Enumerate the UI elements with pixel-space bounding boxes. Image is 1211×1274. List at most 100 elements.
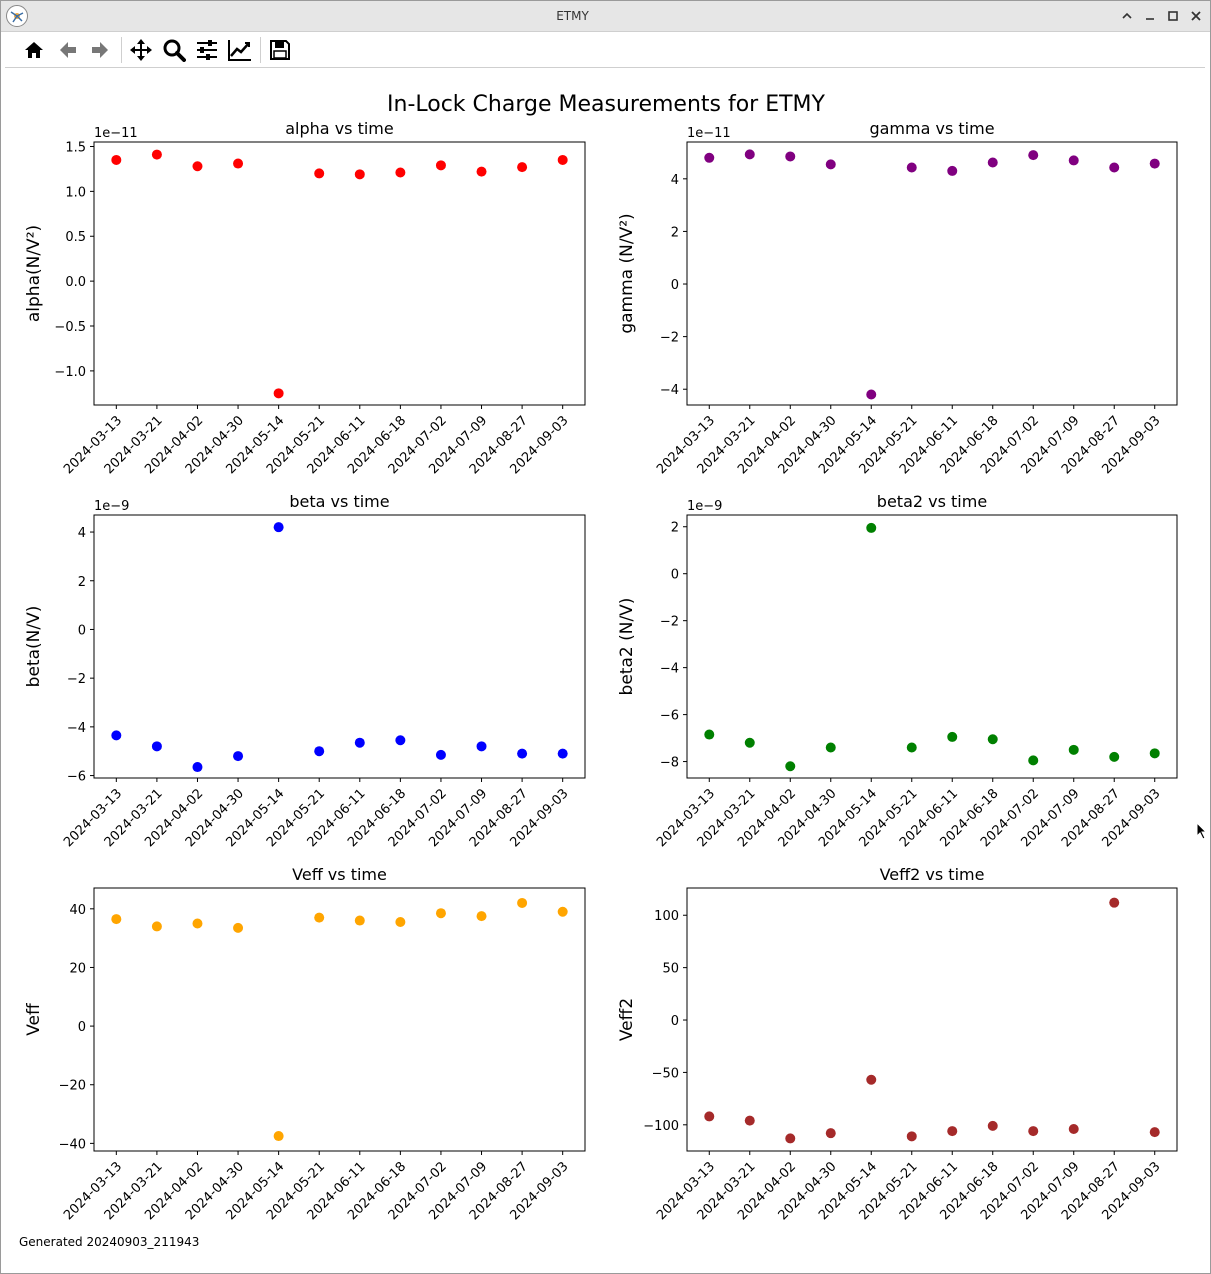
data-point[interactable] bbox=[785, 761, 796, 772]
data-point[interactable] bbox=[233, 158, 244, 169]
data-point[interactable] bbox=[517, 897, 528, 908]
data-point[interactable] bbox=[1068, 155, 1079, 166]
forward-icon[interactable] bbox=[85, 35, 115, 65]
data-point[interactable] bbox=[1109, 897, 1120, 908]
zoom-icon[interactable] bbox=[159, 35, 189, 65]
close-window-icon[interactable] bbox=[1186, 6, 1206, 26]
data-point[interactable] bbox=[354, 915, 365, 926]
data-point[interactable] bbox=[1068, 744, 1079, 755]
data-point[interactable] bbox=[825, 1128, 836, 1139]
data-point[interactable] bbox=[1149, 748, 1160, 759]
data-point[interactable] bbox=[273, 388, 284, 399]
data-point[interactable] bbox=[704, 1111, 715, 1122]
edit-axis-icon[interactable] bbox=[225, 35, 255, 65]
data-point[interactable] bbox=[273, 1131, 284, 1142]
data-point[interactable] bbox=[906, 1131, 917, 1142]
data-point[interactable] bbox=[517, 162, 528, 173]
data-point[interactable] bbox=[395, 917, 406, 928]
data-point[interactable] bbox=[1109, 751, 1120, 762]
data-point[interactable] bbox=[866, 522, 877, 533]
data-point[interactable] bbox=[395, 167, 406, 178]
data-point[interactable] bbox=[314, 168, 325, 179]
home-icon[interactable] bbox=[19, 35, 49, 65]
data-point[interactable] bbox=[744, 737, 755, 748]
data-point[interactable] bbox=[435, 908, 446, 919]
data-point[interactable] bbox=[785, 1133, 796, 1144]
plot-area[interactable] bbox=[93, 514, 586, 779]
data-point[interactable] bbox=[947, 731, 958, 742]
maximize-window-icon[interactable] bbox=[1163, 6, 1183, 26]
y-axis-label: Veff bbox=[24, 1002, 44, 1036]
data-point[interactable] bbox=[785, 151, 796, 162]
data-point[interactable] bbox=[987, 1120, 998, 1131]
axis-offset-text: 1e−9 bbox=[94, 499, 129, 514]
data-point[interactable] bbox=[744, 1115, 755, 1126]
subplot-title: Veff vs time bbox=[292, 865, 387, 884]
data-point[interactable] bbox=[517, 748, 528, 759]
data-point[interactable] bbox=[1149, 158, 1160, 169]
data-point[interactable] bbox=[1068, 1123, 1079, 1134]
data-point[interactable] bbox=[947, 1126, 958, 1137]
data-point[interactable] bbox=[111, 914, 122, 925]
data-point[interactable] bbox=[111, 154, 122, 165]
data-point[interactable] bbox=[192, 161, 203, 172]
data-point[interactable] bbox=[354, 737, 365, 748]
data-point[interactable] bbox=[273, 522, 284, 533]
data-point[interactable] bbox=[151, 741, 162, 752]
y-tick-label: 2 bbox=[78, 575, 86, 590]
data-point[interactable] bbox=[111, 730, 122, 741]
data-point[interactable] bbox=[435, 749, 446, 760]
plot-area[interactable] bbox=[686, 514, 1178, 779]
data-point[interactable] bbox=[825, 742, 836, 753]
data-point[interactable] bbox=[557, 154, 568, 165]
data-point[interactable] bbox=[744, 149, 755, 160]
data-point[interactable] bbox=[557, 748, 568, 759]
data-point[interactable] bbox=[354, 169, 365, 180]
data-point[interactable] bbox=[1149, 1127, 1160, 1138]
back-icon[interactable] bbox=[53, 35, 83, 65]
data-point[interactable] bbox=[825, 159, 836, 170]
shade-window-icon[interactable] bbox=[1117, 6, 1137, 26]
data-point[interactable] bbox=[192, 762, 203, 773]
data-point[interactable] bbox=[233, 751, 244, 762]
data-point[interactable] bbox=[395, 735, 406, 746]
plot-area[interactable] bbox=[93, 141, 586, 406]
subplot-title: gamma vs time bbox=[869, 119, 994, 138]
minimize-window-icon[interactable] bbox=[1140, 6, 1160, 26]
data-point[interactable] bbox=[435, 160, 446, 171]
plot-area[interactable] bbox=[686, 887, 1178, 1152]
data-point[interactable] bbox=[233, 922, 244, 933]
figure-canvas[interactable]: In-Lock Charge Measurements for ETMY alp… bbox=[1, 71, 1210, 1231]
configure-subplots-icon[interactable] bbox=[192, 35, 222, 65]
data-point[interactable] bbox=[476, 911, 487, 922]
save-icon[interactable] bbox=[265, 35, 295, 65]
figure-suptitle: In-Lock Charge Measurements for ETMY bbox=[387, 92, 826, 117]
data-point[interactable] bbox=[704, 152, 715, 163]
pan-icon[interactable] bbox=[126, 35, 156, 65]
data-point[interactable] bbox=[987, 734, 998, 745]
subplot-5: Veff vs timeVeff−40−20020402024-03-13202… bbox=[24, 865, 586, 1223]
data-point[interactable] bbox=[704, 729, 715, 740]
data-point[interactable] bbox=[557, 906, 568, 917]
data-point[interactable] bbox=[866, 1074, 877, 1085]
data-point[interactable] bbox=[906, 742, 917, 753]
subplot-title: alpha vs time bbox=[285, 119, 393, 138]
data-point[interactable] bbox=[1028, 1126, 1039, 1137]
data-point[interactable] bbox=[314, 746, 325, 757]
data-point[interactable] bbox=[151, 149, 162, 160]
plot-area[interactable] bbox=[686, 141, 1178, 406]
plot-area[interactable] bbox=[93, 887, 586, 1152]
data-point[interactable] bbox=[987, 157, 998, 168]
y-tick-label: −2 bbox=[67, 672, 86, 687]
data-point[interactable] bbox=[1109, 162, 1120, 173]
data-point[interactable] bbox=[866, 389, 877, 400]
data-point[interactable] bbox=[314, 912, 325, 923]
data-point[interactable] bbox=[906, 162, 917, 173]
data-point[interactable] bbox=[476, 166, 487, 177]
data-point[interactable] bbox=[1028, 150, 1039, 161]
data-point[interactable] bbox=[151, 921, 162, 932]
data-point[interactable] bbox=[947, 165, 958, 176]
data-point[interactable] bbox=[192, 918, 203, 929]
data-point[interactable] bbox=[1028, 755, 1039, 766]
data-point[interactable] bbox=[476, 741, 487, 752]
